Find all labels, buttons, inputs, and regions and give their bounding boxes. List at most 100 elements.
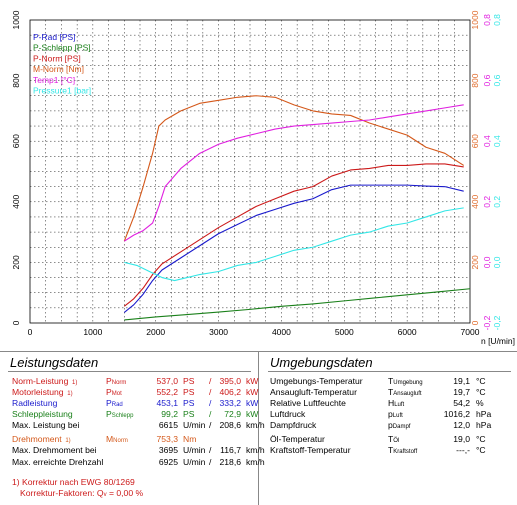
footnote-factors-value: = 0,00 % <box>108 488 144 498</box>
row-label: Luftdruck <box>270 409 306 419</box>
row-unit2: kW <box>246 387 259 397</box>
legend-entry: P-Norm [PS] <box>33 53 81 63</box>
y-right2-tick-label: 0,4 <box>482 135 492 147</box>
footnote-factors-sub: v <box>103 492 107 498</box>
row-label: Motorleistung 1) <box>12 387 73 397</box>
y-right3-tick-label: 0,0 <box>492 256 502 268</box>
row-symbol: PSchlepp <box>106 409 134 419</box>
x-tick-label: 1000 <box>83 327 102 337</box>
row-value: 19,0 <box>453 434 470 444</box>
umgebung-row: Kraftstoff-Temperatur TKraftstoff ---,- °C <box>270 444 510 456</box>
row-symbol: MNorm <box>106 434 128 444</box>
row-label: Relative Luftfeuchte <box>270 398 346 408</box>
row-note: 1) <box>63 438 71 444</box>
leistungsdaten-underline <box>8 371 251 372</box>
row-unit: % <box>476 398 484 408</box>
row-sep: / <box>209 420 212 430</box>
row-unit2: kW <box>246 376 259 386</box>
row-unit1: PS <box>183 387 195 397</box>
row-value1: 753,3 <box>156 434 178 444</box>
row-value: 1016,2 <box>443 409 470 419</box>
row-symbol-sub: Luft <box>392 413 403 419</box>
legend-entry: Temp1 [°C] <box>33 75 75 85</box>
leistung-row: Drehmoment 1) MNorm 753,3 Nm <box>12 433 257 445</box>
row-symbol-sub: Ansaugluft <box>393 391 422 397</box>
y-right1-tick-label: 400 <box>470 194 480 208</box>
leistung-row: Norm-Leistung 1) PNorm 537,0 PS / 395,0 kW <box>12 375 259 387</box>
row-symbol-sub: Rad <box>111 402 123 408</box>
row-unit: hPa <box>476 420 492 430</box>
y-left-tick-label: 400 <box>11 194 21 208</box>
row-symbol-sub: Schlepp <box>111 413 134 419</box>
series-line-p-schlepp-ps <box>124 288 471 321</box>
row-label: Dampfdruck <box>270 420 317 430</box>
row-symbol: PNorm <box>106 376 127 386</box>
row-value1: 6925 <box>158 457 178 467</box>
footnote-correction: 1) Korrektur nach EWG 80/1269 <box>12 477 135 487</box>
row-sep: / <box>209 445 212 455</box>
y-right3-tick-label: 0,6 <box>492 74 502 86</box>
row-unit1: PS <box>183 409 195 419</box>
row-value: 54,2 <box>453 398 470 408</box>
table-center-divider <box>258 351 259 505</box>
row-symbol: TKraftstoff <box>388 445 418 455</box>
footnote-factors-label: Korrektur-Faktoren: Q <box>20 488 104 498</box>
y-right2-tick-label: -0,2 <box>482 315 492 330</box>
row-label: Norm-Leistung 1) <box>12 376 78 386</box>
row-unit1: PS <box>183 398 195 408</box>
row-symbol-sub: Dampf <box>392 424 411 430</box>
row-note: 1) <box>65 391 73 397</box>
row-symbol: TÖl <box>388 434 400 444</box>
row-value1: 99,2 <box>161 409 178 419</box>
row-label: Drehmoment 1) <box>12 434 71 444</box>
row-symbol: TUmgebung <box>388 376 423 386</box>
y-left-tick-label: 0 <box>11 320 21 325</box>
y-right2-tick-label: 0,2 <box>482 196 492 208</box>
row-value1: 3695 <box>158 445 178 455</box>
legend-entry: P-Rad [PS] <box>33 32 76 42</box>
row-symbol: HLuft <box>388 398 405 408</box>
leistung-row: Schleppleistung PSchlepp 99,2 PS / 72,9 kW <box>12 408 259 420</box>
x-tick-label: 6000 <box>398 327 417 337</box>
x-tick-label: 0 <box>28 327 33 337</box>
x-axis-label: n [U/min] <box>481 336 515 346</box>
row-unit2: km/h <box>246 420 265 430</box>
row-value: ---,- <box>456 445 470 455</box>
row-unit: °C <box>476 434 486 444</box>
y-right2-tick-label: 0,0 <box>482 256 492 268</box>
row-label: Max. Leistung bei <box>12 420 80 430</box>
row-symbol-sub: Umgebung <box>393 380 423 386</box>
row-value1: 453,1 <box>156 398 178 408</box>
y-left-tick-label: 1000 <box>11 10 21 29</box>
umgebung-row: Luftdruck pLuft 1016,2 hPa <box>270 408 510 420</box>
footnote-factors: Korrektur-Faktoren: Qv = 0,00 % <box>20 488 143 498</box>
x-tick-label: 4000 <box>272 327 291 337</box>
y-left-tick-label: 600 <box>11 134 21 148</box>
series-line-p-norm-ps <box>123 163 464 307</box>
row-value1: 552,2 <box>156 387 178 397</box>
row-unit2: kW <box>246 409 259 419</box>
umgebung-row: Ansaugluft-Temperatur TAnsaugluft 19,7 °C <box>270 386 510 398</box>
row-symbol-sub: Luft <box>394 402 405 408</box>
row-value2: 406,2 <box>219 387 241 397</box>
row-sep: / <box>209 409 212 419</box>
row-symbol: PMot <box>106 387 122 397</box>
x-tick-label: 5000 <box>335 327 354 337</box>
row-sep: / <box>209 457 212 467</box>
legend-entry: M-Norm [Nm] <box>33 64 84 74</box>
leistungsdaten-title: Leistungsdaten <box>10 355 99 370</box>
y-right1-tick-label: 600 <box>470 134 480 148</box>
row-label: Schleppleistung <box>12 409 73 419</box>
row-unit2: km/h <box>246 457 265 467</box>
row-symbol: pDampf <box>388 420 411 430</box>
row-value1: 6615 <box>158 420 178 430</box>
row-symbol: TAnsaugluft <box>388 387 422 397</box>
row-sep: / <box>209 387 212 397</box>
legend-entry: P-Schlepp [PS] <box>33 43 91 53</box>
row-symbol-sub: Öl <box>393 438 400 444</box>
legend-entry: Pressure1 [bar] <box>33 86 91 96</box>
row-value1: 537,0 <box>156 376 178 386</box>
y-right3-tick-label: 0,4 <box>492 135 502 147</box>
y-left-tick-label: 800 <box>11 73 21 87</box>
row-label: Max. Drehmoment bei <box>12 445 97 455</box>
